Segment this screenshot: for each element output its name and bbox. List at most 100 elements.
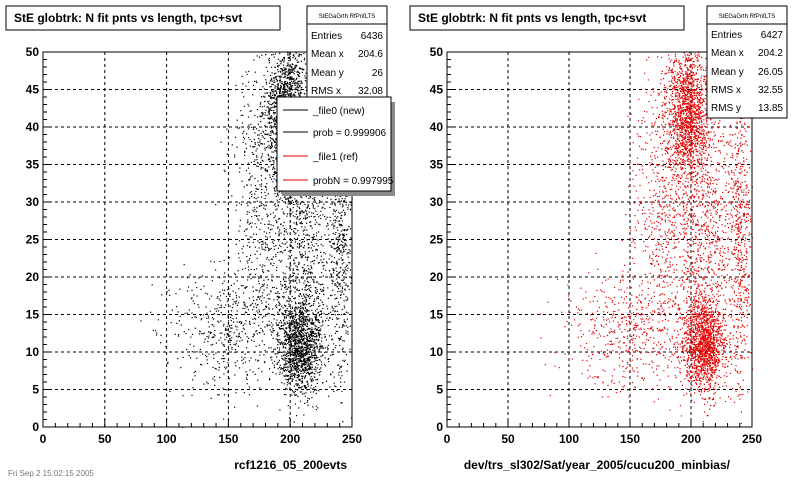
scatter-point xyxy=(303,217,305,220)
scatter-point xyxy=(230,310,233,312)
scatter-point xyxy=(286,246,288,248)
scatter-point xyxy=(266,324,268,326)
scatter-point xyxy=(275,76,277,78)
scatter-point xyxy=(236,329,238,331)
scatter-point xyxy=(219,307,221,309)
scatter-point xyxy=(296,342,298,344)
scatter-point xyxy=(298,76,301,78)
scatter-point xyxy=(344,359,346,361)
scatter-point xyxy=(267,101,269,103)
scatter-point xyxy=(301,328,303,330)
scatter-point xyxy=(290,285,292,287)
scatter-point xyxy=(335,267,337,269)
scatter-point xyxy=(213,325,215,327)
left-title-box[interactable] xyxy=(5,5,281,31)
scatter-point xyxy=(299,311,301,313)
scatter-point xyxy=(295,213,297,215)
scatter-point xyxy=(308,216,310,218)
scatter-point xyxy=(285,277,287,279)
scatter-point xyxy=(320,371,322,373)
scatter-point xyxy=(327,358,329,360)
scatter-point xyxy=(235,365,237,367)
scatter-point xyxy=(273,93,275,95)
scatter-point xyxy=(320,236,323,238)
scatter-point xyxy=(342,234,344,236)
scatter-point xyxy=(304,77,306,79)
scatter-point xyxy=(293,391,295,393)
scatter-point xyxy=(349,269,352,271)
scatter-point xyxy=(261,266,263,268)
scatter-point xyxy=(309,365,311,367)
scatter-point xyxy=(269,174,271,176)
scatter-point xyxy=(306,345,308,347)
scatter-point xyxy=(236,360,238,362)
scatter-point xyxy=(345,195,347,198)
scatter-point xyxy=(298,369,300,371)
scatter-point xyxy=(339,212,341,214)
scatter-point xyxy=(311,320,313,322)
scatter-point xyxy=(323,203,325,205)
scatter-point xyxy=(217,296,219,298)
scatter-point xyxy=(320,259,322,261)
scatter-point xyxy=(302,356,304,358)
scatter-point xyxy=(287,82,289,84)
scatter-point xyxy=(268,59,270,61)
scatter-point xyxy=(289,331,291,333)
scatter-point xyxy=(342,324,344,326)
scatter-point xyxy=(262,136,264,138)
scatter-point xyxy=(264,308,266,310)
scatter-point xyxy=(299,84,301,86)
scatter-point xyxy=(287,76,289,78)
scatter-point xyxy=(273,330,275,332)
scatter-point xyxy=(291,295,293,298)
scatter-point xyxy=(283,250,285,252)
scatter-point xyxy=(341,211,343,213)
scatter-point xyxy=(310,305,313,307)
scatter-point xyxy=(273,173,275,176)
scatter-point xyxy=(268,144,270,147)
scatter-point xyxy=(316,257,318,259)
scatter-point xyxy=(345,325,347,327)
scatter-point xyxy=(288,326,290,329)
scatter-point xyxy=(207,382,209,385)
scatter-point xyxy=(245,286,247,288)
scatter-point xyxy=(329,220,331,222)
scatter-point xyxy=(266,171,268,173)
scatter-point xyxy=(291,69,293,71)
scatter-point xyxy=(311,357,313,359)
scatter-point xyxy=(227,316,229,318)
scatter-point xyxy=(268,60,270,62)
scatter-point xyxy=(314,325,316,327)
scatter-point xyxy=(230,327,232,329)
scatter-point xyxy=(256,116,259,118)
scatter-point xyxy=(256,257,258,259)
scatter-point xyxy=(341,220,343,222)
scatter-point xyxy=(293,82,295,84)
scatter-point xyxy=(343,234,345,236)
scatter-point xyxy=(280,288,282,290)
scatter-point xyxy=(303,329,305,331)
scatter-point xyxy=(294,376,296,378)
scatter-point xyxy=(295,325,297,327)
scatter-point xyxy=(335,238,337,240)
scatter-point xyxy=(202,275,204,277)
scatter-point xyxy=(220,337,222,339)
scatter-point xyxy=(272,324,274,326)
scatter-point xyxy=(286,89,288,91)
scatter-point xyxy=(345,295,347,298)
scatter-point xyxy=(309,335,311,337)
scatter-point xyxy=(316,318,318,320)
scatter-point xyxy=(309,358,311,361)
scatter-point xyxy=(242,252,244,254)
scatter-point xyxy=(287,286,290,288)
scatter-point xyxy=(274,215,276,217)
scatter-point xyxy=(296,269,298,271)
scatter-point xyxy=(294,67,297,69)
scatter-point xyxy=(299,281,301,283)
scatter-point xyxy=(294,316,297,318)
scatter-point xyxy=(267,70,269,72)
scatter-point xyxy=(337,247,339,249)
scatter-point xyxy=(318,262,320,264)
scatter-point xyxy=(295,57,297,59)
scatter-point xyxy=(305,269,307,272)
